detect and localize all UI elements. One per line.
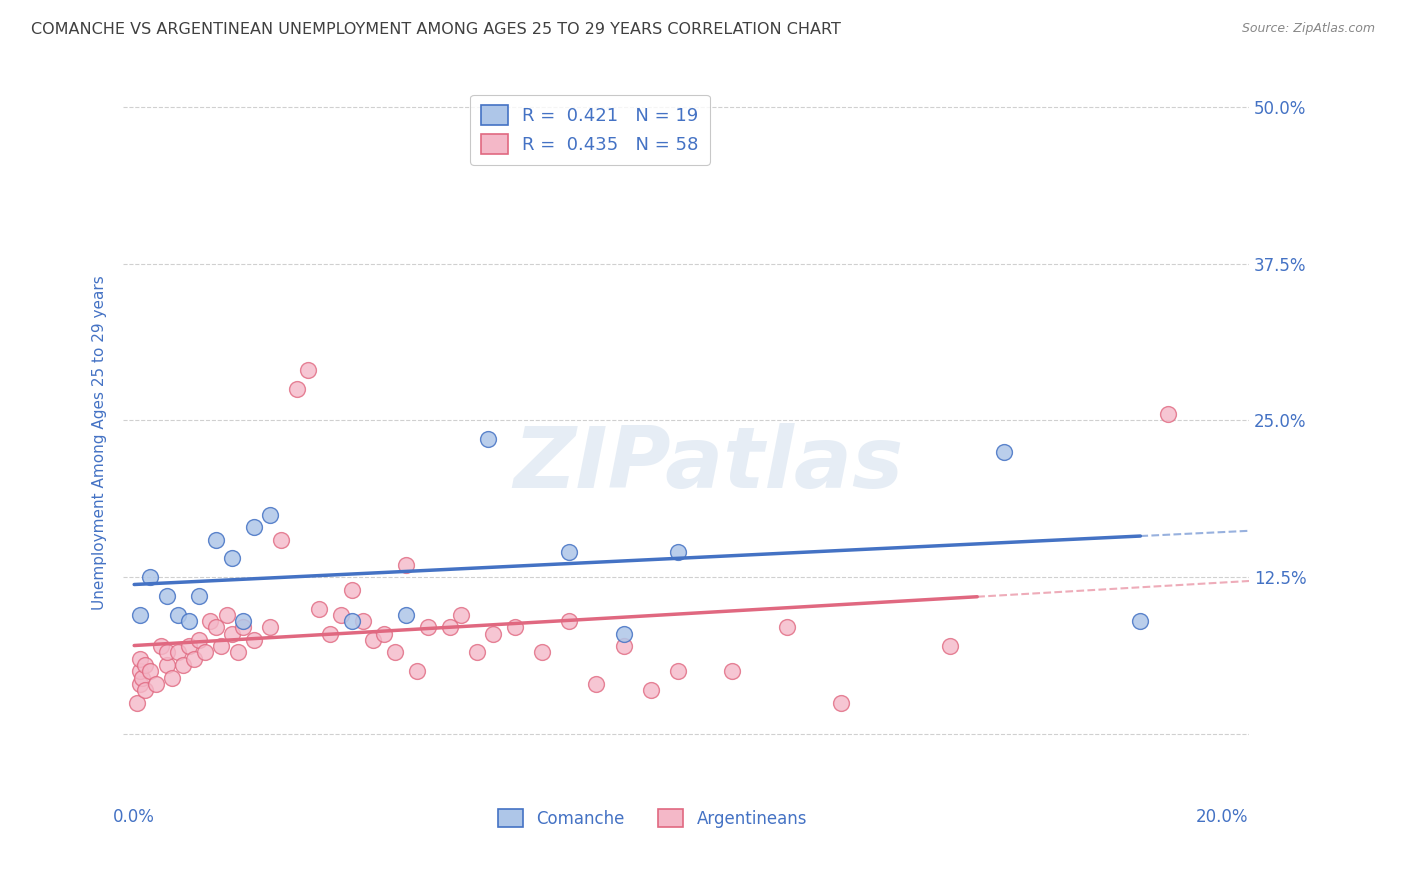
Point [477,432,499,446]
Point [329,607,352,622]
Point [156,589,179,603]
Point [243,632,266,647]
Point [503,620,526,634]
Point [308,601,330,615]
Point [204,533,226,547]
Point [352,614,374,628]
Point [830,696,852,710]
Point [166,645,188,659]
Point [172,658,194,673]
Point [215,607,238,622]
Text: COMANCHE VS ARGENTINEAN UNEMPLOYMENT AMONG AGES 25 TO 29 YEARS CORRELATION CHART: COMANCHE VS ARGENTINEAN UNEMPLOYMENT AMO… [31,22,841,37]
Point [128,677,150,691]
Point [640,683,662,698]
Point [406,665,429,679]
Point [1156,407,1178,421]
Point [482,626,505,640]
Point [200,614,222,628]
Point [363,632,385,647]
Point [125,696,148,710]
Point [156,658,179,673]
Point [465,645,488,659]
Point [395,607,418,622]
Point [585,677,607,691]
Point [128,665,150,679]
Point [776,620,799,634]
Point [232,620,254,634]
Point [183,652,205,666]
Text: Source: ZipAtlas.com: Source: ZipAtlas.com [1241,22,1375,36]
Point [613,639,636,653]
Point [177,614,200,628]
Legend: Comanche, Argentineans: Comanche, Argentineans [491,802,814,834]
Point [166,607,188,622]
Point [439,620,461,634]
Point [993,445,1015,459]
Point [721,665,744,679]
Point [558,545,581,559]
Point [232,614,254,628]
Point [204,620,226,634]
Point [666,545,689,559]
Point [134,683,156,698]
Point [128,652,150,666]
Point [221,551,243,566]
Point [139,570,162,584]
Point [226,645,249,659]
Point [128,607,150,622]
Point [340,582,363,597]
Point [139,665,162,679]
Point [416,620,439,634]
Point [340,614,363,628]
Point [150,639,173,653]
Point [297,363,319,377]
Point [134,658,156,673]
Point [156,645,179,659]
Point [1129,614,1152,628]
Point [177,639,200,653]
Point [450,607,472,622]
Point [613,626,636,640]
Point [270,533,292,547]
Point [259,508,281,522]
Point [373,626,395,640]
Text: ZIPatlas: ZIPatlas [513,423,904,506]
Point [194,645,217,659]
Point [285,382,308,396]
Point [319,626,342,640]
Point [531,645,554,659]
Point [939,639,962,653]
Point [243,520,266,534]
Point [558,614,581,628]
Point [188,589,211,603]
Point [162,671,184,685]
Point [395,558,418,572]
Y-axis label: Unemployment Among Ages 25 to 29 years: Unemployment Among Ages 25 to 29 years [93,275,107,610]
Point [384,645,406,659]
Point [131,671,153,685]
Point [188,632,211,647]
Point [666,665,689,679]
Point [145,677,167,691]
Point [221,626,243,640]
Point [259,620,281,634]
Point [209,639,232,653]
